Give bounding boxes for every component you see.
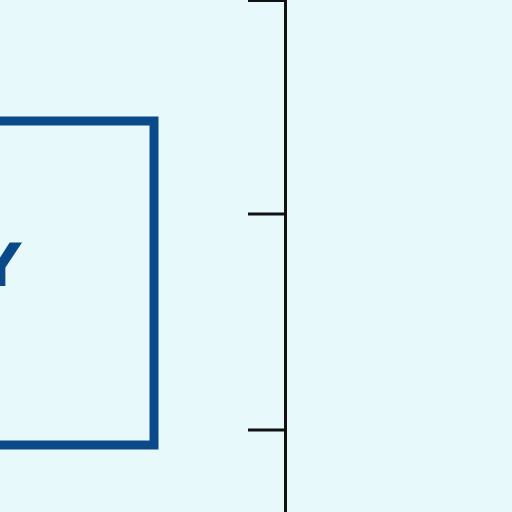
diagram-box [0, 116, 159, 450]
box-label: Y [0, 236, 21, 296]
